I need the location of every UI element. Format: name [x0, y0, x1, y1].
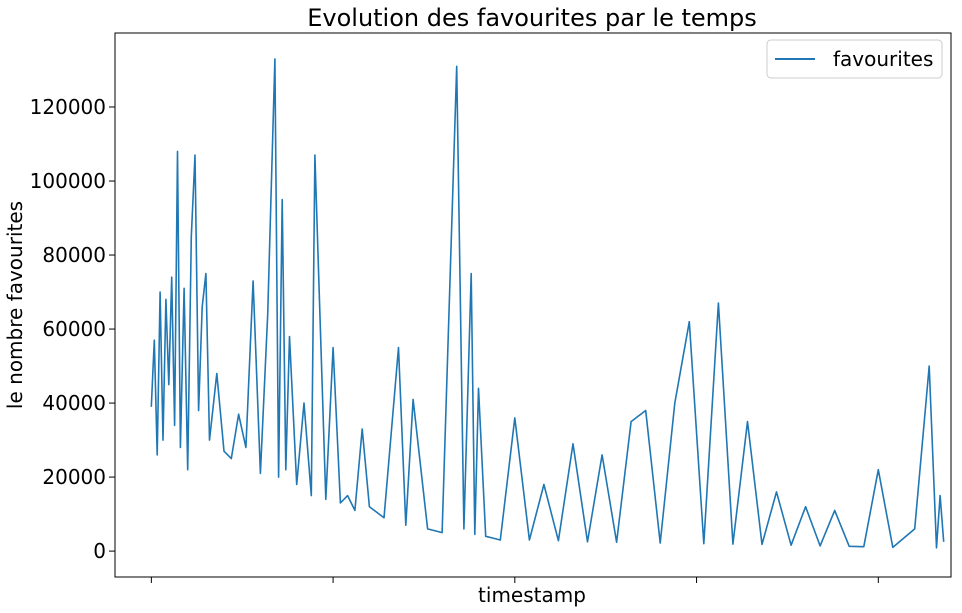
- y-tick-label: 60000: [42, 317, 106, 341]
- plot-area: [114, 32, 952, 578]
- y-tick-label: 120000: [30, 95, 106, 119]
- y-tick-label: 0: [93, 539, 106, 563]
- y-tick-label: 80000: [42, 243, 106, 267]
- y-tick-label: 100000: [30, 169, 106, 193]
- x-axis-ticks: [150, 577, 879, 583]
- plot-frame: [114, 32, 952, 578]
- legend-box: [766, 39, 943, 79]
- chart-title: Evolution des favourites par le temps: [307, 4, 757, 32]
- y-axis-label: le nombre favourites: [3, 201, 27, 409]
- legend: favourites: [766, 39, 943, 79]
- series-line-favourites: [150, 58, 945, 549]
- y-tick-label: 40000: [42, 391, 106, 415]
- x-axis-label: timestamp: [478, 583, 586, 607]
- data-layer: [150, 58, 945, 549]
- y-tick-label: 20000: [42, 465, 106, 489]
- legend-label: favourites: [833, 47, 933, 71]
- y-axis-ticks: 0 20000 40000 60000 80000 100000 120000: [30, 95, 115, 563]
